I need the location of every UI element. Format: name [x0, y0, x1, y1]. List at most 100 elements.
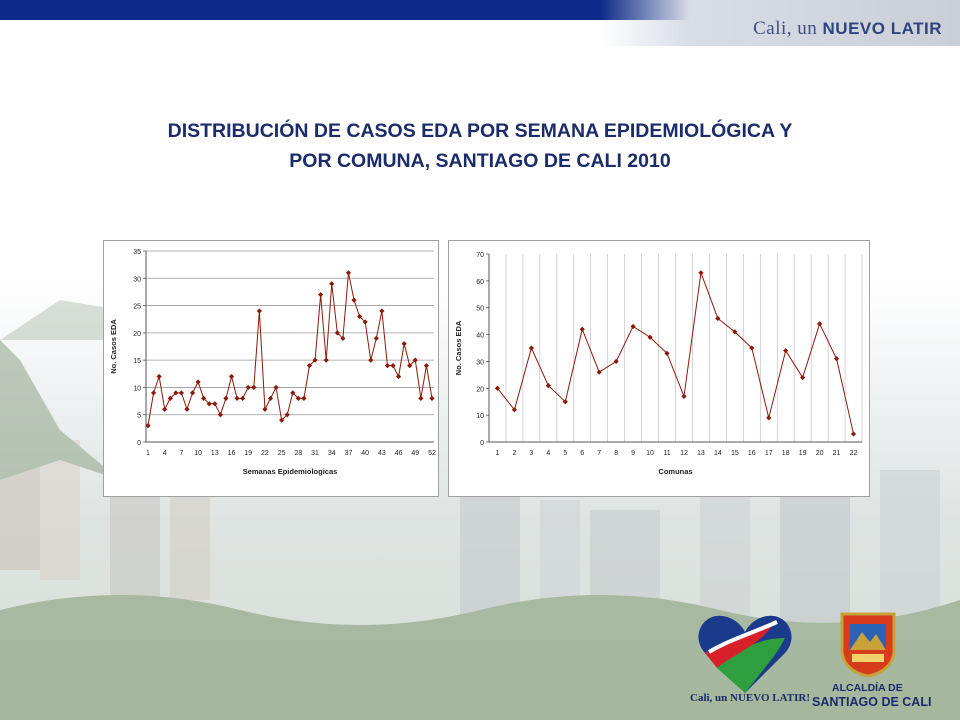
data-point [318, 292, 324, 298]
header-slogan: Cali, un nuevo latir [753, 18, 942, 40]
chart-comunas: 0 10 20 30 40 50 60 70 1 2 3 4 5 6 7 8 9 10 11 12 13 14 15 16 17… [448, 240, 870, 497]
heart-caption-1: Cali, un [690, 692, 731, 704]
title-line-2: POR COMUNA, SANTIAGO DE CALI 2010 [289, 150, 671, 172]
x-tick-label: 12 [680, 450, 688, 457]
x-tick-label: 34 [328, 450, 336, 457]
data-point [267, 395, 274, 401]
slogan-part1: Cali, un [753, 18, 823, 39]
data-point [150, 390, 157, 396]
data-point [850, 431, 857, 437]
data-point [273, 384, 279, 391]
data-point [379, 308, 385, 314]
slide-title: DISTRIBUCIÓN DE CASOS EDA POR SEMANA EPI… [40, 116, 920, 176]
data-point [528, 345, 534, 351]
x-tick-label: 6 [580, 450, 584, 457]
x-axis-title: Comunas [658, 467, 692, 476]
y-tick-label: 20 [133, 331, 141, 338]
y-tick-label: 0 [137, 440, 141, 447]
title-line-1: DISTRIBUCIÓN DE CASOS EDA POR SEMANA EPI… [167, 120, 793, 142]
data-point [749, 345, 755, 351]
x-tick-label: 19 [244, 450, 252, 457]
x-tick-label: 19 [799, 450, 807, 457]
x-tick-label: 18 [782, 450, 790, 457]
x-tick-label: 8 [614, 450, 618, 457]
data-point [800, 374, 806, 381]
data-point [579, 326, 585, 332]
data-point [162, 406, 168, 412]
data-point [351, 297, 357, 303]
x-tick-label: 4 [546, 450, 550, 457]
y-tick-label: 10 [133, 385, 141, 392]
data-point [323, 357, 329, 363]
x-tick-label: 46 [395, 450, 403, 457]
x-tick-label: 20 [816, 450, 824, 457]
data-point [613, 358, 619, 365]
data-point [256, 308, 262, 314]
x-tick-label: 11 [663, 450, 670, 457]
data-point [401, 341, 407, 347]
data-point [178, 390, 185, 396]
x-axis-title: Semanas Epidemiologicas [243, 467, 338, 476]
x-tick-label: 22 [261, 450, 269, 457]
y-tick-label: 60 [476, 279, 484, 286]
x-tick-label: 15 [731, 450, 739, 457]
x-tick-label: 3 [529, 450, 533, 457]
data-point [189, 390, 196, 396]
x-tick-label: 13 [697, 450, 705, 457]
y-axis-title: No. Casos EDA [109, 319, 118, 374]
x-tick-label: 14 [714, 450, 722, 457]
heart-caption-2: nuevo latir! [730, 692, 810, 704]
slogan-part2: nuevo latir [822, 19, 942, 38]
data-point [212, 401, 218, 407]
data-point [732, 329, 738, 335]
y-tick-label: 10 [476, 413, 484, 420]
x-tick-label: 16 [748, 450, 756, 457]
chart-weeks: 0 5 10 15 20 25 30 35 1 4 7 10 13 16 19 22 25 28 31 34 37 40 4… [103, 240, 439, 497]
x-tick-label: 17 [765, 450, 773, 457]
data-point [206, 401, 212, 407]
data-point [596, 369, 602, 375]
data-point [240, 395, 246, 401]
data-point [284, 412, 290, 418]
data-point [407, 363, 413, 369]
x-tick-label: 1 [496, 450, 500, 457]
x-tick-label: 43 [378, 450, 386, 457]
data-point [345, 270, 352, 276]
data-point [262, 406, 268, 412]
data-point [251, 384, 257, 391]
x-tick-label: 9 [631, 450, 635, 457]
data-point [817, 321, 823, 327]
y-tick-label: 30 [476, 359, 484, 366]
data-point [698, 270, 704, 276]
y-tick-label: 70 [476, 252, 484, 259]
data-point [368, 357, 374, 363]
heart-logo-icon [698, 615, 792, 693]
y-tick-label: 0 [480, 440, 484, 447]
x-tick-label: 31 [311, 450, 319, 457]
series-line [497, 272, 855, 435]
data-point [511, 407, 518, 413]
data-point [390, 363, 396, 369]
x-tick-label: 25 [278, 450, 286, 457]
logos: Cali, un nuevo latir! ALCALDÍA DE SANTIA… [690, 600, 950, 715]
y-tick-label: 25 [133, 304, 141, 311]
y-tick-label: 35 [133, 249, 141, 256]
city-skyline-photo [0, 295, 960, 720]
x-tick-label: 2 [512, 450, 516, 457]
x-tick-label: 16 [228, 450, 236, 457]
x-tick-label: 1 [146, 450, 150, 457]
x-tick-label: 7 [179, 450, 183, 457]
y-tick-label: 50 [476, 306, 484, 313]
data-point [329, 281, 335, 287]
data-point [373, 335, 379, 341]
data-point [195, 379, 201, 385]
x-tick-label: 7 [597, 450, 601, 457]
data-point [245, 384, 251, 391]
data-point [395, 373, 402, 380]
data-point [384, 363, 391, 369]
y-tick-label: 30 [133, 276, 141, 283]
data-point [357, 313, 363, 320]
data-point [833, 356, 840, 362]
data-point [301, 395, 307, 401]
data-point [429, 395, 435, 401]
